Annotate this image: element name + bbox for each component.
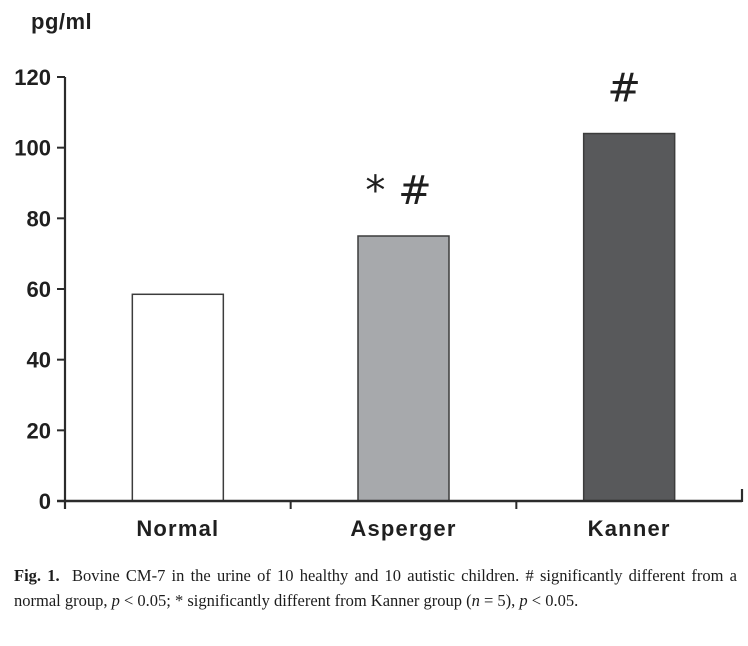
y-tick-label: 40 xyxy=(27,348,51,373)
caption-segment: p xyxy=(519,591,528,610)
y-tick-label: 20 xyxy=(27,418,51,443)
bar-normal xyxy=(131,293,225,502)
significance-annotation: * # xyxy=(365,168,431,214)
figure-caption: Fig. 1. Bovine CM-7 in the urine of 10 h… xyxy=(14,563,737,613)
caption-segment: = 5), xyxy=(479,591,520,610)
y-tick-label: 0 xyxy=(39,489,51,514)
bar-kanner xyxy=(582,132,676,502)
y-axis-title: pg/ml xyxy=(31,9,93,34)
caption-segment: Fig. 1. xyxy=(14,566,60,585)
bar-asperger xyxy=(357,235,450,502)
caption-segment: < 0.05; * significantly different from K… xyxy=(119,591,472,610)
category-label-normal: Normal xyxy=(136,516,219,541)
category-label-kanner: Kanner xyxy=(588,516,671,541)
y-tick-label: 100 xyxy=(14,136,51,161)
caption-segment: < 0.05. xyxy=(527,591,579,610)
y-tick-label: 60 xyxy=(27,277,51,302)
caption-segment: p xyxy=(111,591,120,610)
y-tick-label: 120 xyxy=(14,65,51,90)
y-tick-label: 80 xyxy=(27,206,51,231)
bar-chart: Normal * # Asperger # Kanner 0 20 40 60 80 100 120 xyxy=(14,65,744,541)
significance-annotation: # xyxy=(607,66,641,112)
category-label-asperger: Asperger xyxy=(350,516,456,541)
caption-segment: Bovine CM-7 in the urine of 10 healthy a… xyxy=(14,566,737,610)
caption-segment: n xyxy=(471,591,480,610)
